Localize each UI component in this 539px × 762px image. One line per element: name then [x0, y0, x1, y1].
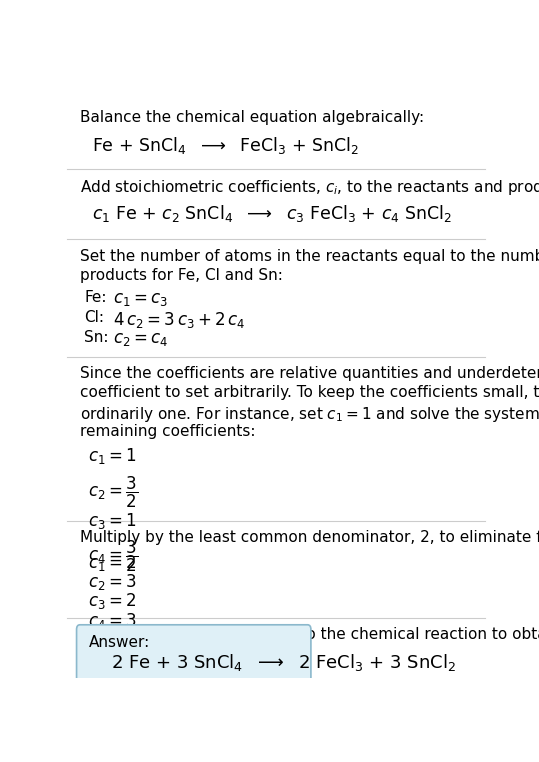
Text: remaining coefficients:: remaining coefficients: [80, 424, 255, 439]
Text: $c_4 = \dfrac{3}{2}$: $c_4 = \dfrac{3}{2}$ [88, 539, 139, 575]
Text: 2 Fe + 3 SnCl$_4$  $\longrightarrow$  2 FeCl$_3$ + 3 SnCl$_2$: 2 Fe + 3 SnCl$_4$ $\longrightarrow$ 2 Fe… [111, 652, 456, 674]
Text: $c_1 = 2$: $c_1 = 2$ [88, 552, 137, 572]
Text: $c_2 = c_4$: $c_2 = c_4$ [113, 330, 169, 348]
Text: coefficient to set arbitrarily. To keep the coefficients small, the arbitrary va: coefficient to set arbitrarily. To keep … [80, 386, 539, 400]
Text: $c_2 = 3$: $c_2 = 3$ [88, 572, 137, 592]
Text: equation:: equation: [80, 646, 153, 661]
Text: ordinarily one. For instance, set $c_1 = 1$ and solve the system of equations fo: ordinarily one. For instance, set $c_1 =… [80, 405, 539, 424]
Text: Substitute the coefficients into the chemical reaction to obtain the balanced: Substitute the coefficients into the che… [80, 627, 539, 642]
Text: $4\,c_2 = 3\,c_3 + 2\,c_4$: $4\,c_2 = 3\,c_3 + 2\,c_4$ [113, 310, 246, 330]
Text: Set the number of atoms in the reactants equal to the number of atoms in the: Set the number of atoms in the reactants… [80, 248, 539, 264]
Text: Cl:: Cl: [84, 310, 104, 325]
FancyBboxPatch shape [77, 625, 311, 682]
Text: $c_3 = 2$: $c_3 = 2$ [88, 591, 137, 611]
Text: $c_1 = c_3$: $c_1 = c_3$ [113, 290, 168, 309]
Text: Since the coefficients are relative quantities and underdetermined, choose a: Since the coefficients are relative quan… [80, 366, 539, 381]
Text: $c_2 = \dfrac{3}{2}$: $c_2 = \dfrac{3}{2}$ [88, 475, 139, 510]
Text: $c_4 = 3$: $c_4 = 3$ [88, 610, 137, 631]
Text: Add stoichiometric coefficients, $c_i$, to the reactants and products:: Add stoichiometric coefficients, $c_i$, … [80, 178, 539, 197]
Text: Answer:: Answer: [89, 636, 150, 650]
Text: $c_3 = 1$: $c_3 = 1$ [88, 511, 137, 531]
Text: Fe:: Fe: [84, 290, 107, 306]
Text: products for Fe, Cl and Sn:: products for Fe, Cl and Sn: [80, 268, 283, 283]
Text: Fe + SnCl$_4$  $\longrightarrow$  FeCl$_3$ + SnCl$_2$: Fe + SnCl$_4$ $\longrightarrow$ FeCl$_3$… [93, 135, 360, 156]
Text: Balance the chemical equation algebraically:: Balance the chemical equation algebraica… [80, 110, 424, 125]
Text: Multiply by the least common denominator, 2, to eliminate fractional coefficient: Multiply by the least common denominator… [80, 530, 539, 546]
Text: Sn:: Sn: [84, 330, 108, 345]
Text: $c_1$ Fe + $c_2$ SnCl$_4$  $\longrightarrow$  $c_3$ FeCl$_3$ + $c_4$ SnCl$_2$: $c_1$ Fe + $c_2$ SnCl$_4$ $\longrightarr… [93, 203, 453, 224]
Text: $c_1 = 1$: $c_1 = 1$ [88, 447, 137, 466]
